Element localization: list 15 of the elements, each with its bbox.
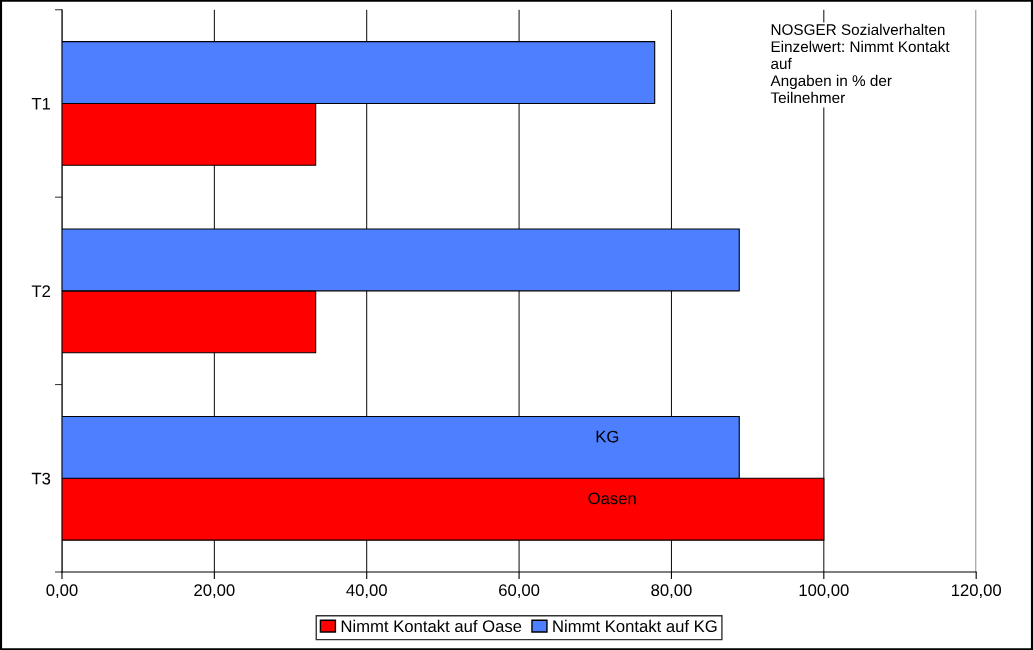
y-tick-label: T3: [31, 472, 51, 485]
legend-label: Nimmt Kontakt auf Oase: [341, 619, 522, 633]
x-tick-label: 100,00: [799, 584, 849, 599]
y-tick-label: T1: [31, 98, 51, 110]
annotation: KG: [596, 430, 619, 443]
x-tick-label: 40,00: [346, 584, 387, 599]
x-tick-label: 0,00: [46, 584, 78, 599]
x-tick-label: 80,00: [651, 584, 692, 599]
x-tick-label: 20,00: [194, 584, 235, 599]
y-tick-label: T2: [31, 285, 51, 297]
annotation: NOSGER Sozialverhalten Einzelwert: Nimmt Kontakt auf Angaben in % der Teilnehmer: [770, 23, 950, 104]
x-tick-label: 120,00: [951, 584, 1002, 599]
x-tick-label: 60,00: [499, 584, 540, 599]
annotation: Oasen: [588, 492, 636, 505]
legend-label: Nimmt Kontakt auf KG: [553, 619, 717, 633]
